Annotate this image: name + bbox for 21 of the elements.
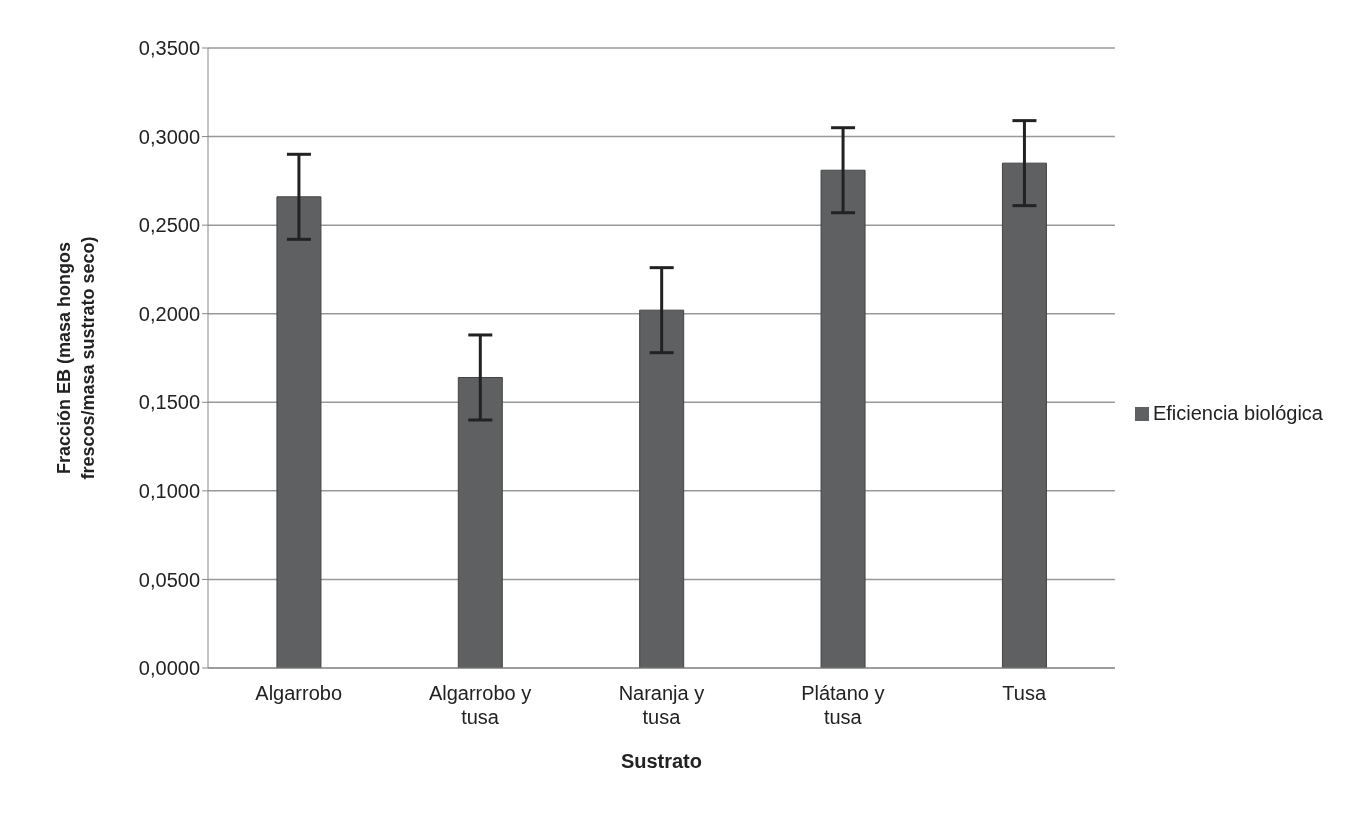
x-axis-title: Sustrato bbox=[620, 750, 703, 772]
x-tick-label: Algarrobo y tusa bbox=[428, 682, 532, 728]
legend-label: Eficiencia biológica bbox=[1152, 401, 1323, 424]
y-tick-label: 0,1000 bbox=[138, 479, 200, 502]
y-tick-label: 0,3500 bbox=[138, 37, 200, 60]
y-tick-label: 0,2500 bbox=[138, 214, 200, 237]
y-tick-label: 0,0000 bbox=[138, 657, 200, 680]
y-tick-label: 0,0500 bbox=[138, 568, 200, 591]
y-axis-title: Fracción EB (masa hongos frescos/masa sustrato seco) bbox=[54, 236, 98, 480]
y-tick-label: 0,2000 bbox=[138, 302, 200, 325]
y-tick-label: 0,1500 bbox=[138, 391, 200, 414]
bar bbox=[276, 196, 322, 668]
bar bbox=[639, 309, 685, 668]
x-tick-label: Plátano y tusa bbox=[801, 682, 885, 728]
x-tick-label: Algarrobo bbox=[255, 682, 343, 704]
x-tick-label: Naranja y tusa bbox=[618, 682, 705, 728]
bar bbox=[1001, 162, 1047, 668]
x-tick-label: Tusa bbox=[1002, 682, 1047, 704]
y-tick-label: 0,3000 bbox=[138, 125, 200, 148]
bar bbox=[820, 169, 866, 668]
bar bbox=[457, 376, 503, 668]
